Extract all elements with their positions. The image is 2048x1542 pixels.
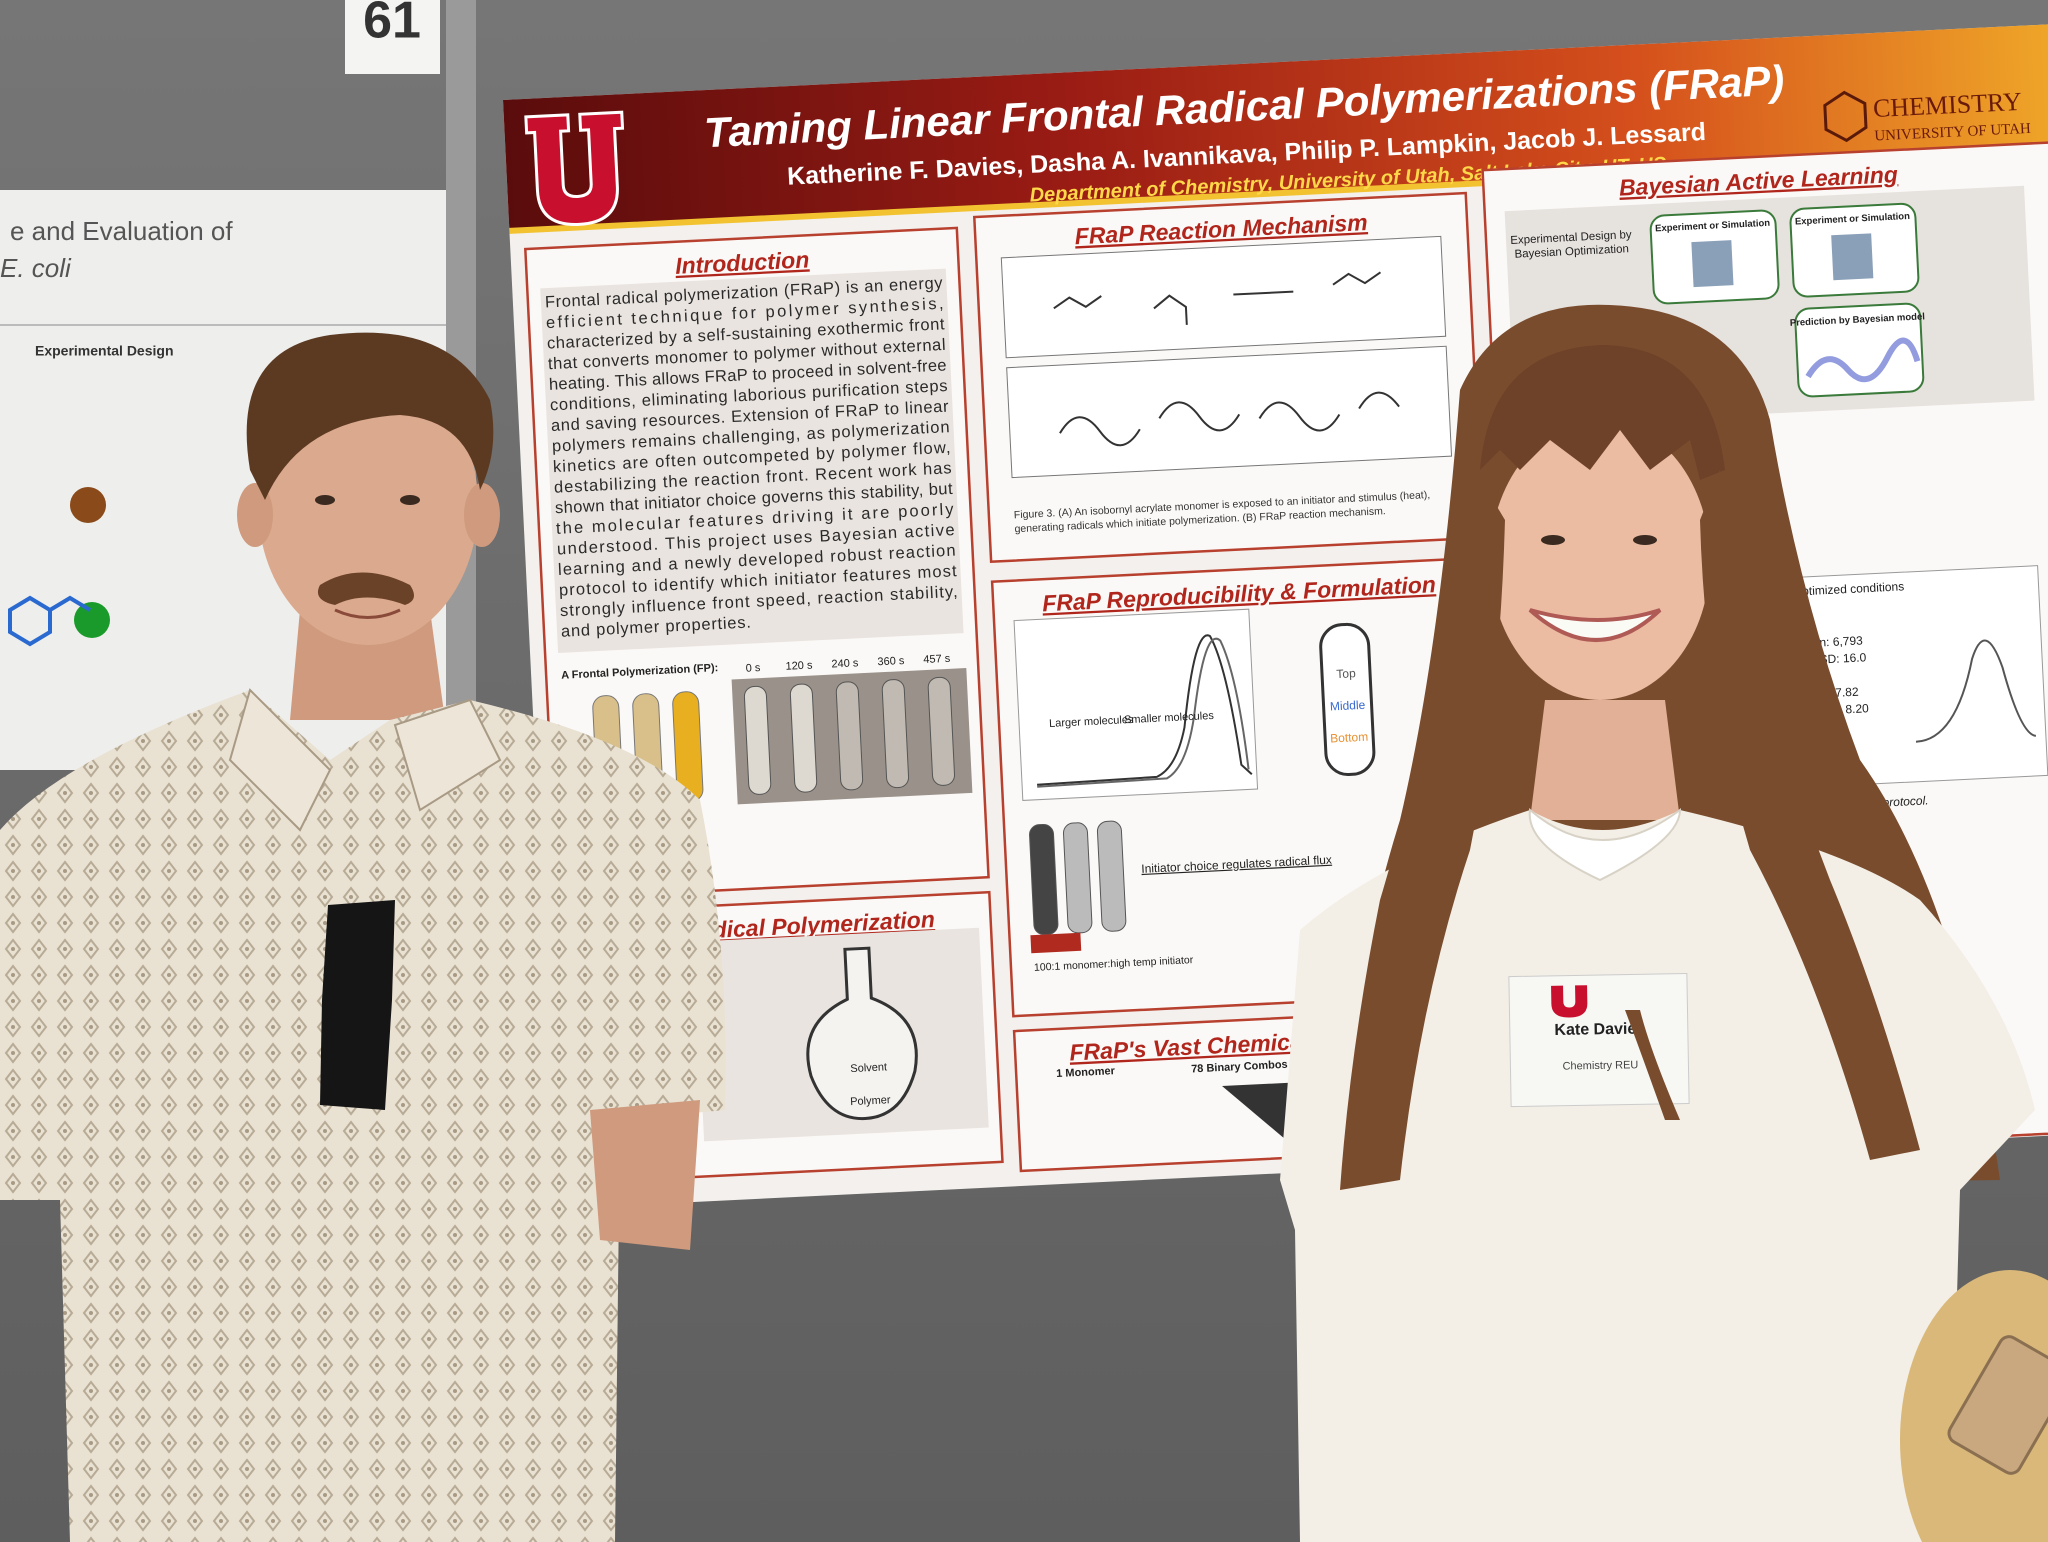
neighbor-subtitle: E. coli [0, 253, 72, 283]
photo-tube [743, 685, 772, 795]
man-shirt [0, 690, 726, 1542]
photo-tube [789, 683, 818, 793]
logo-university: UNIVERSITY OF UTAH [1874, 121, 2031, 145]
optimized-heading: Optimized conditions [1793, 579, 1905, 598]
mechanism-structures [1053, 271, 1400, 447]
man-hair [246, 332, 494, 500]
mechanism-b [1006, 345, 1453, 479]
chemistry-logo-hex [1823, 90, 1868, 143]
bayes-text: Bayesian Optimization [1514, 243, 1629, 261]
sample-tube [1096, 820, 1127, 932]
optimized-curve [1915, 639, 2037, 743]
badge-name: Kate Davies [1554, 1020, 1645, 1039]
woman-head [1490, 420, 1710, 700]
woman-smile [1528, 608, 1662, 642]
robot-icon [1831, 233, 1874, 281]
badge-program: Chemistry REU [1562, 1059, 1638, 1072]
people: Kate Davies Chemistry REU [0, 304, 2048, 1542]
woman-hair-strand [1625, 1010, 1680, 1120]
woman-hair-front [1340, 470, 1505, 1190]
flask-label: Polymer [850, 1094, 891, 1108]
combo-triangle [1222, 1082, 1296, 1148]
neighbor-section: Experimental Design [35, 343, 174, 359]
photo-tube [835, 681, 864, 791]
man-arm [590, 1100, 700, 1250]
tube-label: Top [1336, 666, 1356, 681]
time-label: 457 s [923, 653, 951, 666]
photo-tube [927, 676, 956, 786]
number-tag-text: 61 [363, 0, 421, 50]
chart-annotation: Smaller molecules [1124, 710, 1215, 726]
sec-chart [1013, 608, 1259, 801]
man-neck [290, 610, 445, 720]
chart-annotation: Larger molecules [1049, 714, 1134, 730]
figure-text: 1 Monomer [1056, 1065, 1116, 1080]
name-badge: Kate Davies Chemistry REU [1508, 972, 1690, 1108]
woman-collar [1528, 807, 1682, 882]
tube-diagram [1319, 622, 1376, 777]
bayes-text: Experimental Design by [1510, 229, 1632, 247]
bayes-box [1794, 302, 1925, 398]
neighbor-figure [74, 602, 110, 638]
woman-eye [1633, 535, 1657, 545]
man-collar [228, 688, 502, 832]
time-label: 0 s [745, 662, 761, 675]
man-mustache [317, 572, 414, 605]
utah-logo [524, 110, 625, 226]
mechanism-a [1000, 235, 1447, 359]
intro-text-bg [540, 268, 964, 653]
man-eye [315, 495, 335, 505]
man-eye [400, 495, 420, 505]
label-red [1030, 932, 1082, 954]
man-smile [334, 608, 401, 619]
man-ear [237, 483, 273, 547]
number-tag [345, 0, 440, 74]
tube-label: Bottom [1330, 730, 1369, 746]
neighbor-figure [70, 487, 106, 523]
badge-logo [1551, 985, 1588, 1018]
sample-tube [1029, 823, 1059, 936]
woman-eye [1541, 535, 1565, 545]
photo-tube [881, 679, 910, 789]
time-label: 360 s [877, 655, 905, 668]
sec-curve [1037, 637, 1250, 788]
neighbor-title: e and Evaluation of [10, 216, 233, 246]
time-label: 240 s [831, 657, 859, 670]
woman-neck [1530, 700, 1680, 820]
woman-hair-front [1700, 470, 1920, 1160]
sample-tube [1062, 822, 1093, 934]
sunglasses [320, 900, 395, 1110]
tube-label: Middle [1330, 698, 1366, 714]
neighbor-molecule [8, 595, 92, 647]
flask-label: Solvent [850, 1061, 887, 1075]
phone [1947, 1335, 2048, 1475]
poster-header [503, 20, 2048, 232]
bayes-curve [1805, 337, 1921, 383]
robot-icon [1691, 240, 1734, 288]
sec-curve [1037, 634, 1253, 786]
man-ear [464, 483, 500, 547]
woman-bangs [1480, 345, 1725, 480]
time-label: 120 s [785, 659, 813, 672]
flask [806, 946, 918, 1121]
